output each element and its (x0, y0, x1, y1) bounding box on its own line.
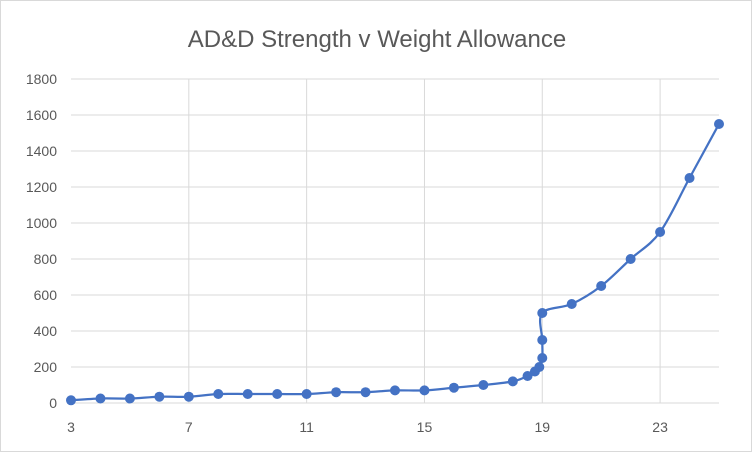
data-point (507, 376, 518, 387)
data-point (154, 391, 165, 402)
data-point (213, 389, 224, 399)
y-tick-label: 200 (34, 359, 58, 375)
data-point (537, 308, 548, 318)
y-tick-label: 1800 (26, 71, 57, 87)
y-tick-label: 600 (34, 287, 58, 303)
x-tick-label: 23 (652, 419, 668, 435)
x-tick-label: 3 (67, 419, 75, 435)
series-line (70, 123, 720, 402)
data-point (331, 387, 342, 398)
y-tick-label: 1600 (26, 107, 57, 123)
data-point (301, 389, 312, 399)
data-point (566, 299, 577, 309)
gridlines (71, 78, 719, 404)
data-point (684, 173, 695, 183)
data-point (242, 389, 253, 399)
data-point (272, 389, 283, 399)
y-tick-label: 1200 (26, 179, 57, 195)
y-tick-label: 800 (34, 251, 58, 267)
data-point (360, 387, 371, 398)
y-tick-label: 1400 (26, 143, 57, 159)
x-tick-label: 7 (185, 419, 193, 435)
data-point (655, 227, 666, 237)
x-tick-label: 15 (417, 419, 433, 435)
data-point (534, 362, 545, 372)
data-point (183, 391, 194, 402)
data-point (537, 335, 548, 345)
data-point (419, 385, 430, 396)
data-points (66, 119, 724, 406)
data-point (714, 119, 724, 129)
data-point (66, 395, 76, 406)
y-tick-label: 400 (34, 323, 58, 339)
axis-labels: 0 200 400 600 800 1000 1200 1400 1600 1800 3 7 11 15 1… (26, 71, 668, 435)
data-point (478, 380, 489, 390)
y-tick-label: 1000 (26, 215, 57, 231)
y-tick-label: 0 (49, 395, 57, 411)
data-point (522, 371, 533, 381)
x-tick-label: 11 (299, 419, 314, 435)
data-point (390, 385, 400, 396)
data-point (95, 393, 106, 404)
chart-title: AD&D Strength v Weight Allowance (188, 26, 566, 53)
data-point (596, 281, 607, 291)
data-point (448, 382, 459, 393)
data-point (124, 393, 135, 404)
data-point (537, 353, 548, 363)
x-tick-label: 19 (534, 419, 550, 435)
data-point (625, 254, 636, 264)
